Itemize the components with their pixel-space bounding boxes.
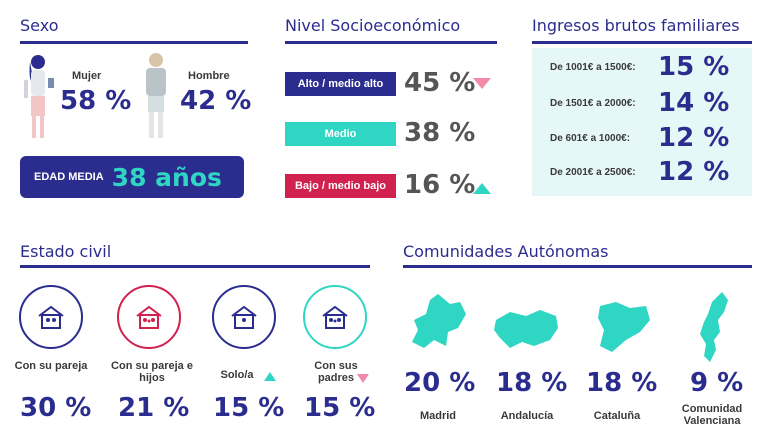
trend-down-icon	[357, 374, 369, 383]
nse-pill-alto: Alto / medio alto	[285, 72, 396, 96]
female-label: Mujer	[72, 70, 102, 82]
nse-title: Nivel Socioeconómico	[285, 16, 461, 35]
madrid-map-icon	[412, 294, 466, 348]
house-single-icon	[231, 305, 257, 329]
ccaa-value: 18 %	[586, 368, 658, 398]
nse-pill-medio: Medio	[285, 122, 396, 146]
family-circle	[117, 285, 181, 349]
age-badge: EDAD MEDIA 38 años	[20, 156, 244, 198]
male-label: Hombre	[188, 70, 230, 82]
civil-value: 15 %	[213, 393, 285, 423]
female-value: 58 %	[60, 86, 132, 116]
house-family-icon	[136, 305, 162, 329]
nse-value-alto: 45 %	[404, 68, 476, 98]
civil-value: 21 %	[118, 393, 190, 423]
ingresos-row: De 1001€ a 1500€: 15 %	[550, 52, 729, 82]
nse-pill-bajo: Bajo / medio bajo	[285, 174, 396, 198]
house-parents-icon	[322, 305, 348, 329]
sexo-title: Sexo	[20, 16, 59, 35]
ingresos-title: Ingresos brutos familiares	[532, 16, 740, 35]
ccaa-label: Cataluña	[593, 410, 641, 422]
ingresos-row-value: 12 %	[658, 157, 730, 187]
couple-circle	[19, 285, 83, 349]
age-value: 38 años	[111, 162, 222, 192]
ingresos-panel	[532, 48, 752, 196]
ccaa-rule	[403, 265, 752, 268]
civil-label: Solo/a	[220, 369, 254, 381]
trend-down-icon	[473, 78, 491, 89]
ingresos-rule	[532, 41, 752, 44]
ingresos-row-label: De 2001€ a 2500€:	[550, 166, 636, 178]
ccaa-label: Andalucía	[500, 410, 554, 422]
valencia-map-icon	[700, 292, 728, 362]
ccaa-value: 20 %	[404, 368, 476, 398]
andalucia-map-icon	[494, 310, 558, 348]
cataluna-map-icon	[598, 302, 650, 352]
ingresos-row-value: 15 %	[658, 52, 730, 82]
woman-figure-icon	[24, 55, 54, 138]
single-circle	[212, 285, 276, 349]
civil-value: 30 %	[20, 393, 92, 423]
ingresos-row-label: De 601€ a 1000€:	[550, 132, 631, 144]
sexo-rule	[20, 41, 248, 44]
male-value: 42 %	[180, 86, 252, 116]
ingresos-row-value: 14 %	[658, 88, 730, 118]
civil-value: 15 %	[304, 393, 376, 423]
ccaa-title: Comunidades Autónomas	[403, 242, 609, 261]
civil-label: Con su pareja e hijos	[111, 360, 193, 384]
ingresos-row: De 1501€ a 2000€: 14 %	[550, 88, 729, 118]
house-couple-icon	[38, 305, 64, 329]
ingresos-row-label: De 1001€ a 1500€:	[550, 61, 636, 73]
nse-value-bajo: 16 %	[404, 170, 476, 200]
nse-rule	[285, 41, 497, 44]
ingresos-row: De 601€ a 1000€: 12 %	[550, 123, 729, 153]
trend-up-icon	[473, 183, 491, 194]
ingresos-row-value: 12 %	[658, 123, 730, 153]
civil-title: Estado civil	[20, 242, 112, 261]
nse-value-medio: 38 %	[404, 118, 476, 148]
ccaa-value: 18 %	[496, 368, 568, 398]
ccaa-label: Madrid	[419, 410, 457, 422]
civil-label: Con sus padres	[314, 360, 358, 384]
civil-label: Con su pareja	[14, 360, 88, 372]
age-label: EDAD MEDIA	[34, 171, 104, 183]
parents-circle	[303, 285, 367, 349]
ingresos-row-label: De 1501€ a 2000€:	[550, 97, 636, 109]
ccaa-label: Comunidad Valenciana	[681, 403, 743, 427]
ccaa-value: 9 %	[690, 368, 744, 398]
civil-rule	[20, 265, 370, 268]
trend-up-icon	[264, 372, 276, 381]
man-figure-icon	[146, 53, 166, 138]
ingresos-row: De 2001€ a 2500€: 12 %	[550, 157, 729, 187]
